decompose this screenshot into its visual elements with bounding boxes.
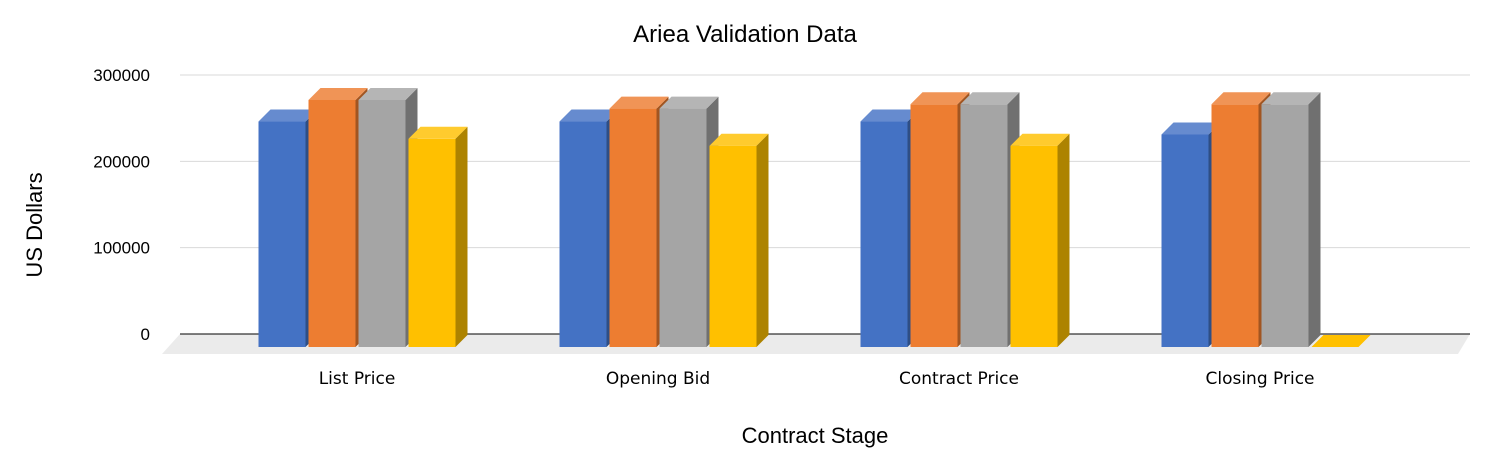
bar-front [258,121,306,348]
bar-front [910,104,958,348]
bar-front [609,108,657,347]
bars [258,87,1371,348]
bar-top [910,92,970,105]
bar-front [358,99,406,347]
bar-top [308,87,368,100]
y-tick-label: 100000 [93,239,150,258]
bar-top [559,109,619,122]
bar-top [1211,92,1271,105]
x-axis-title: Contract Stage [742,423,889,448]
bar-top [659,96,719,109]
bar-side [1057,133,1070,347]
bar-front [860,121,908,348]
y-tick-label: 300000 [93,66,150,85]
bar [960,92,1020,348]
x-axis-ticks: List Price Opening Bid Contract Price Closi… [319,369,1315,389]
bar [1261,92,1321,348]
bar-front [709,145,757,347]
x-tick-label: Opening Bid [606,369,710,389]
y-axis-ticks: 0 100000 200000 300000 [93,66,150,344]
bar-side [756,133,769,347]
bar-top [1311,335,1371,347]
bar [709,133,769,347]
bar-front [659,108,707,347]
bar-top [709,133,769,146]
bar [1311,335,1371,347]
bar-top [1010,133,1070,146]
floor-plane [162,334,1470,354]
bar-top [860,109,920,122]
bar-top [609,96,669,109]
y-tick-label: 200000 [93,152,150,171]
x-tick-label: Closing Price [1205,369,1314,389]
bar-top [358,87,418,100]
y-axis-title: US Dollars [22,172,47,277]
bar-top [408,126,468,139]
bar-side [455,126,468,347]
bar-front [960,104,1008,348]
x-tick-label: Contract Price [899,369,1019,389]
bar [408,126,468,347]
bar-front [308,99,356,347]
y-tick-label: 0 [141,325,150,344]
bar-top [960,92,1020,105]
x-tick-label: List Price [319,369,396,389]
bar-top [258,109,318,122]
bar-front [1211,104,1259,348]
bar-front [1161,134,1209,347]
bar-front [1261,104,1309,348]
bar-side [1308,92,1321,348]
bar-top [1261,92,1321,105]
bar-top [1161,122,1221,135]
bar-front [408,138,456,347]
chart-title: Ariea Validation Data [633,21,857,48]
bar-front [559,121,607,348]
bar-front [1010,145,1058,347]
bar [1010,133,1070,347]
